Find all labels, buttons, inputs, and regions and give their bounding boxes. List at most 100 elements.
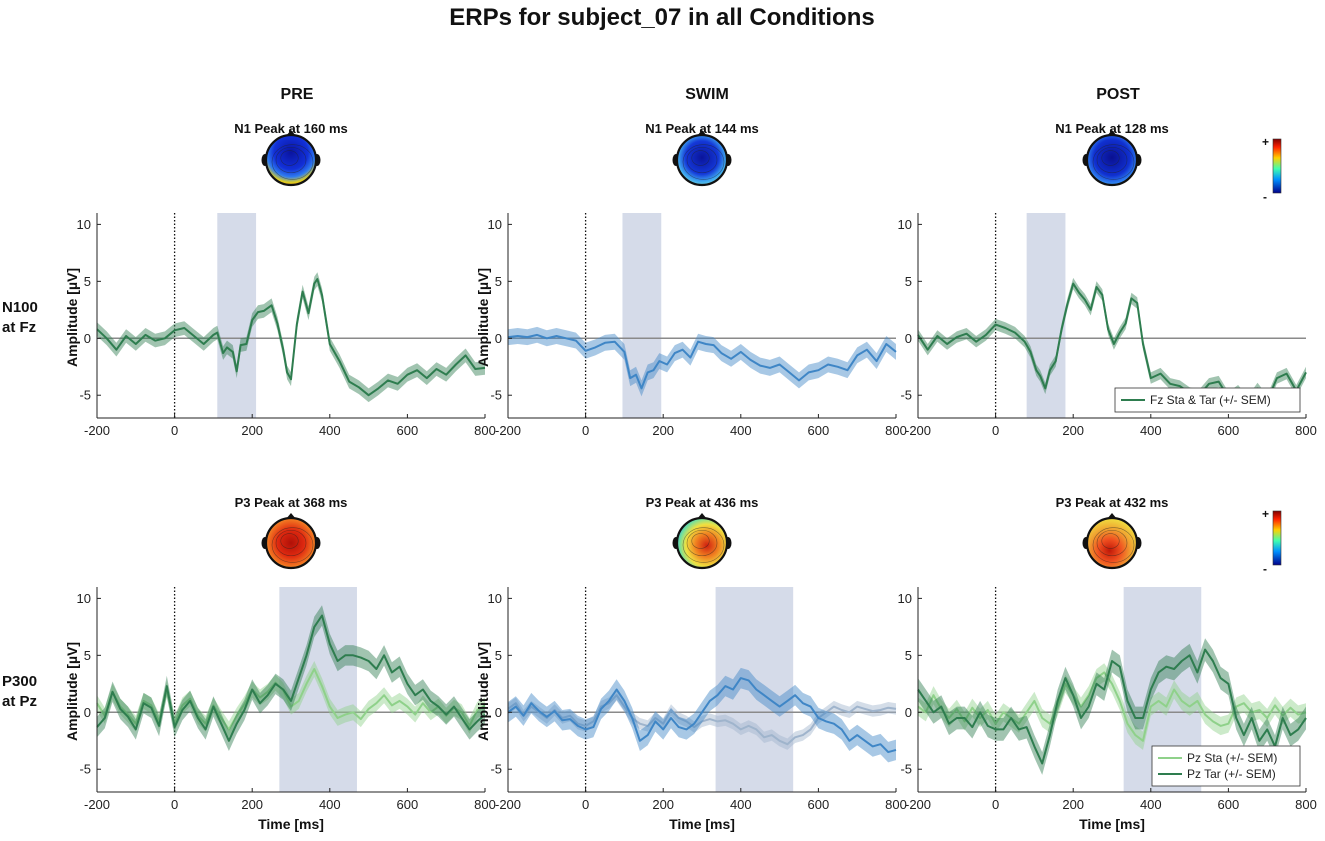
series-line <box>507 333 897 390</box>
y-tick-label: 0 <box>495 331 502 346</box>
topomap-contour <box>682 144 725 180</box>
x-tick-label: 400 <box>730 797 752 812</box>
topomap-contour <box>275 529 307 557</box>
topomap-outline <box>264 133 318 187</box>
colorbar-n100-plus: + <box>1262 135 1269 149</box>
x-tick-label: -200 <box>905 797 931 812</box>
panel-pre-n100: N1 Peak at 160 ms -200 0 200 400 600 800 -5 0 5 10… <box>64 121 496 438</box>
panel-post-p300: P3 Peak at 432 ms -200 0 200 400 600 800 -5 0 5 10… <box>898 495 1317 832</box>
x-tick-label: 800 <box>885 797 907 812</box>
x-tick-label: 400 <box>319 423 341 438</box>
x-tick-label: -200 <box>495 423 521 438</box>
x-tick-label: 400 <box>1140 423 1162 438</box>
series-blue <box>507 667 897 763</box>
topomap-n1-pre <box>261 130 321 187</box>
topomap-contour <box>280 533 299 549</box>
topomap-p3-swim <box>672 513 732 570</box>
axes-pre-n100: -200 0 200 400 600 800 -5 0 5 10 Amplitude [µV] <box>64 213 496 438</box>
x-tick-label: 200 <box>1062 423 1084 438</box>
x-tick-label: 600 <box>397 797 419 812</box>
topomap-contour <box>686 146 718 174</box>
x-tick-label: 800 <box>474 797 496 812</box>
peak-title-pre-n100: N1 Peak at 160 ms <box>234 121 347 136</box>
colorbar-p300-plus: + <box>1262 507 1269 521</box>
series-dark_green <box>917 638 1307 775</box>
topomap-contour <box>686 529 718 557</box>
series-line <box>507 694 897 746</box>
plot-area <box>508 213 896 418</box>
series-dark_green <box>96 272 486 403</box>
y-tick-label: 0 <box>84 331 91 346</box>
x-tick-label: 600 <box>1218 423 1240 438</box>
series-line <box>917 648 1307 765</box>
topomap-contour <box>1096 529 1128 557</box>
x-tick-label: 400 <box>1140 797 1162 812</box>
colorbar-p300: + - <box>1262 507 1282 576</box>
colorbar-p300-scale <box>1272 510 1282 566</box>
panel-swim-p300: P3 Peak at 436 ms -200 0 200 400 600 800 -5 0 5 10… <box>475 495 907 832</box>
x-tick-label: 0 <box>992 423 999 438</box>
peak-title-pre-p300: P3 Peak at 368 ms <box>235 495 348 510</box>
analysis-window <box>217 213 257 418</box>
sem-band <box>508 667 896 763</box>
x-tick-label: 0 <box>171 797 178 812</box>
x-tick-label: 800 <box>474 423 496 438</box>
x-tick-label: 800 <box>1295 423 1317 438</box>
x-axis-label: Time [ms] <box>258 816 324 832</box>
y-tick-label: -5 <box>79 762 91 777</box>
topomap-contour <box>691 150 710 166</box>
topomap-contour <box>280 150 299 166</box>
sem-band <box>97 605 485 751</box>
y-tick-label: 10 <box>488 591 502 606</box>
y-tick-label: 10 <box>77 591 91 606</box>
y-tick-label: 5 <box>495 648 502 663</box>
x-tick-label: -200 <box>84 797 110 812</box>
topomap-contour <box>1096 146 1128 174</box>
erp-panels: N1 Peak at 160 ms-200 0 200 400 600 800-50510… <box>64 121 1317 832</box>
topomap-contour <box>275 146 307 174</box>
topomap-outline <box>264 516 318 570</box>
x-tick-label: 400 <box>319 797 341 812</box>
y-tick-label: 0 <box>905 331 912 346</box>
row-label-n100: N100 at Fz <box>2 299 38 336</box>
series-dark_green <box>96 605 486 751</box>
y-tick-label: 10 <box>77 217 91 232</box>
x-tick-label: 800 <box>1295 797 1317 812</box>
column-title-pre: PRE <box>281 86 314 103</box>
y-axis-label: Amplitude [µV] <box>475 642 491 741</box>
x-tick-label: 600 <box>808 423 830 438</box>
legend: Fz Sta & Tar (+/- SEM) <box>1114 387 1301 413</box>
peak-title-swim-n100: N1 Peak at 144 ms <box>645 121 758 136</box>
x-tick-label: -200 <box>905 423 931 438</box>
row-label-n100-line2: at Fz <box>2 319 36 336</box>
y-axis-label: Amplitude [µV] <box>64 268 80 367</box>
analysis-window <box>715 587 794 792</box>
peak-title-swim-p300: P3 Peak at 436 ms <box>646 495 759 510</box>
row-label-p300-line1: P300 <box>2 673 37 690</box>
panel-post-n100: N1 Peak at 128 ms -200 0 200 400 600 800 -5 0 5 10… <box>898 121 1317 438</box>
series-blue <box>507 326 897 397</box>
y-tick-label: 0 <box>495 705 502 720</box>
y-tick-label: -5 <box>490 388 502 403</box>
sem-band <box>918 638 1306 775</box>
topomap-outline <box>1085 516 1139 570</box>
x-tick-label: 800 <box>885 423 907 438</box>
colorbar-p300-minus: - <box>1263 562 1267 576</box>
sem-band <box>918 663 1306 750</box>
y-tick-label: -5 <box>79 388 91 403</box>
topomap-contour <box>1101 150 1120 166</box>
x-tick-label: 0 <box>171 423 178 438</box>
legend-box <box>1151 745 1301 787</box>
x-tick-label: 200 <box>1062 797 1084 812</box>
axes-swim-n100: -200 0 200 400 600 800 -5 0 5 10 Amplitude [µV] <box>475 213 907 438</box>
colorbar-n100: + - <box>1262 135 1282 204</box>
axes-post-n100: -200 0 200 400 600 800 -5 0 5 10 Fz Sta & Tar (+/-… <box>898 213 1317 438</box>
x-tick-label: 0 <box>992 797 999 812</box>
y-tick-label: 10 <box>898 591 912 606</box>
topomap-contour <box>271 527 314 563</box>
figure-title: ERPs for subject_07 in all Conditions <box>449 4 874 31</box>
legend-label: Pz Sta (+/- SEM) <box>1187 751 1277 765</box>
topomap-outline <box>675 133 729 187</box>
x-tick-label: 200 <box>241 797 263 812</box>
